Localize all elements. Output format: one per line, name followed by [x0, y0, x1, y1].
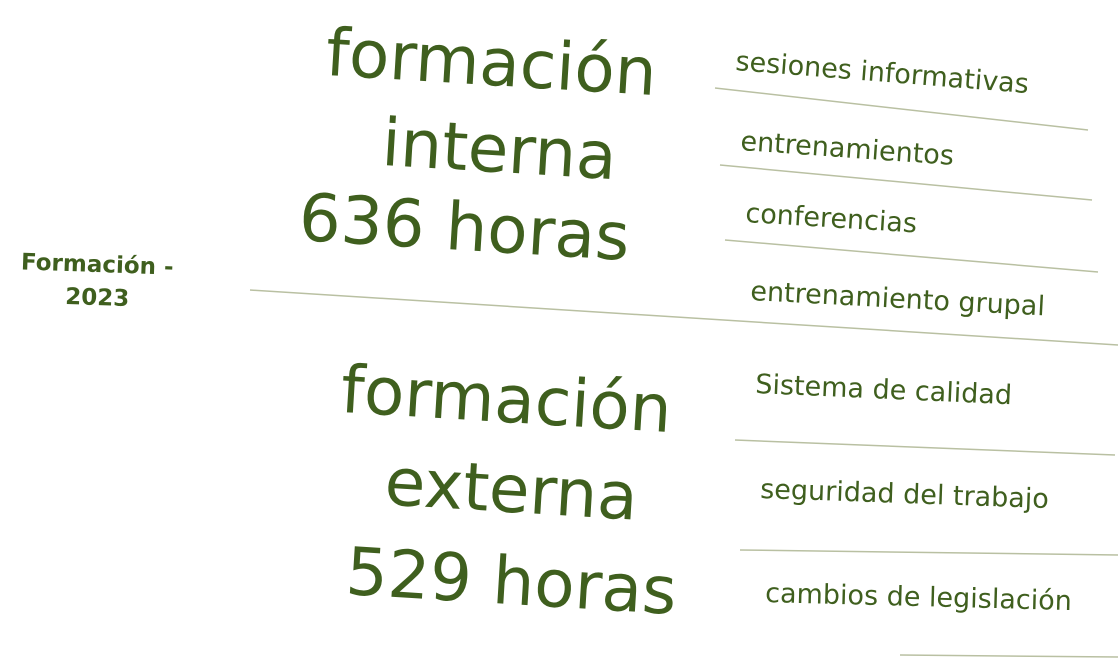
list-item: seguridad del trabajo: [760, 474, 1050, 515]
heading-line: formación: [324, 14, 659, 111]
list-item: sesiones informativas: [734, 46, 1029, 100]
list-item: conferencias: [745, 198, 918, 239]
list-item: cambios de legislación: [765, 578, 1072, 617]
list-item: entrenamiento grupal: [750, 276, 1046, 322]
heading-line: 529 horas: [344, 533, 679, 630]
heading-line: externa: [383, 443, 640, 535]
heading-line: 636 horas: [297, 179, 632, 276]
separator: [719, 164, 1093, 201]
main-separator: [249, 289, 1119, 346]
separator: [899, 654, 1119, 658]
list-item: Sistema de calidad: [755, 369, 1013, 411]
separator: [714, 87, 1089, 131]
heading-line: interna: [380, 104, 619, 195]
title-line: Formación -: [21, 249, 174, 280]
separator: [734, 439, 1116, 456]
title-line: 2023: [65, 284, 130, 312]
separator: [739, 549, 1119, 556]
separator: [724, 239, 1099, 273]
heading-line: formación: [339, 351, 674, 448]
list-item: entrenamientos: [740, 126, 955, 172]
